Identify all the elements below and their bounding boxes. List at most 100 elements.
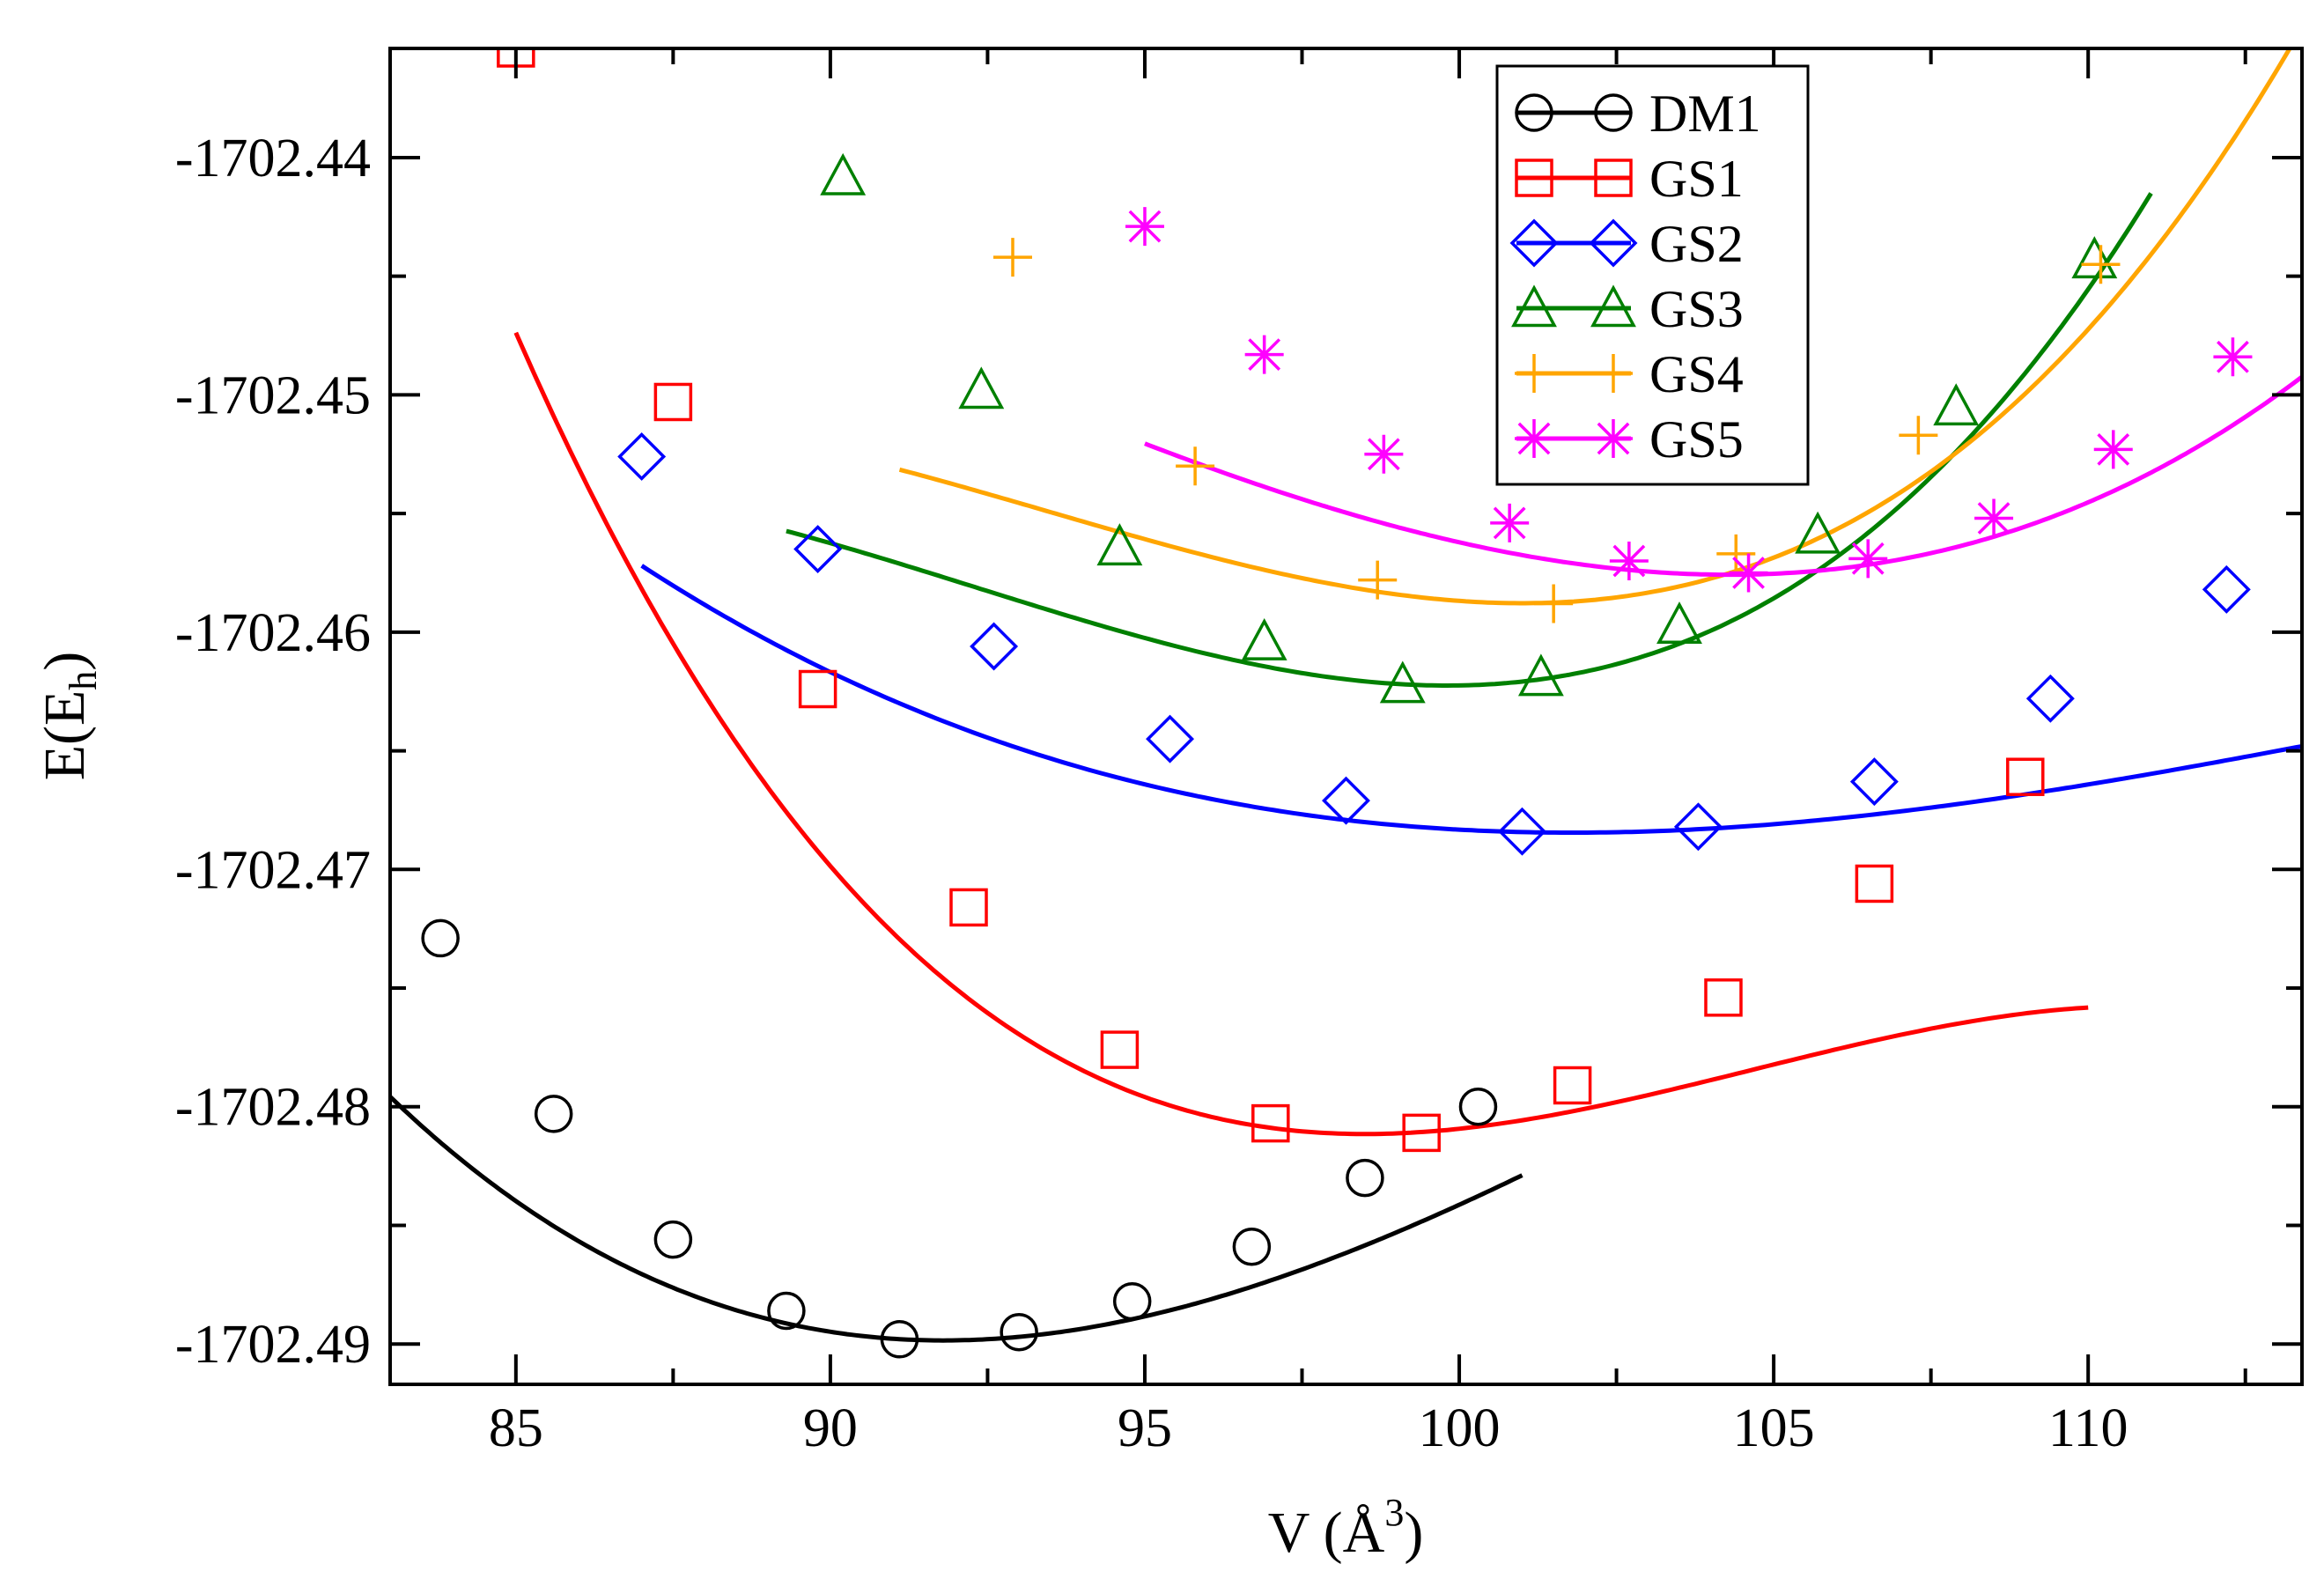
legend-marker-dm1 xyxy=(1515,93,1553,132)
point-gs2 xyxy=(2202,564,2251,614)
point-gs1 xyxy=(1251,1103,1290,1143)
point-gs5 xyxy=(2213,337,2253,377)
legend-marker-gs4 xyxy=(1515,354,1553,393)
legend-marker-gs4 xyxy=(1594,354,1633,393)
x-tick-label: 90 xyxy=(803,1398,858,1458)
y-tick-label: -1702.47 xyxy=(175,840,371,900)
y-tick-label: -1702.44 xyxy=(175,129,371,188)
point-gs5 xyxy=(1490,503,1530,542)
point-gs2 xyxy=(617,432,667,481)
point-gs2 xyxy=(2025,674,2075,723)
fit-curve-gs4 xyxy=(898,48,2293,606)
point-gs2 xyxy=(1322,776,1370,825)
point-gs5 xyxy=(1244,335,1284,374)
point-gs4 xyxy=(1899,416,1938,455)
point-gs1 xyxy=(1553,1066,1592,1105)
y-axis-label: E(Eh) xyxy=(33,652,105,781)
x-axis-label: V (Å3) xyxy=(1268,1491,1424,1565)
point-gs5 xyxy=(1729,553,1768,593)
x-tick-label: 110 xyxy=(2048,1398,2128,1458)
legend-label-gs4: GS4 xyxy=(1649,345,1744,403)
point-gs2 xyxy=(970,622,1019,671)
fit-curve-dm1 xyxy=(390,1095,1524,1343)
legend: DM1 GS1 GS2 GS3 GS4 GS5 xyxy=(1495,64,1810,486)
point-gs1 xyxy=(1100,1030,1140,1069)
fit-curve-gs2 xyxy=(640,564,2302,835)
point-gs3 xyxy=(2071,236,2118,279)
y-tick-label: -1702.49 xyxy=(175,1315,371,1375)
point-gs3 xyxy=(1096,523,1143,566)
legend-label-gs2: GS2 xyxy=(1649,215,1744,273)
point-gs3 xyxy=(1379,660,1426,704)
fit-curve-gs5 xyxy=(1144,374,2302,578)
point-dm1 xyxy=(880,1320,919,1359)
point-gs2 xyxy=(1673,802,1723,852)
point-dm1 xyxy=(767,1291,806,1331)
point-dm1 xyxy=(1458,1087,1498,1126)
fit-curve-gs1 xyxy=(513,331,2089,1137)
point-gs3 xyxy=(958,366,1005,409)
point-gs3 xyxy=(1933,383,1980,426)
point-dm1 xyxy=(534,1095,573,1133)
legend-marker-gs1 xyxy=(1594,159,1633,197)
legend-label-gs5: GS5 xyxy=(1649,410,1744,468)
point-dm1 xyxy=(1112,1281,1152,1321)
fit-curve-gs3 xyxy=(786,192,2153,688)
point-gs4 xyxy=(993,238,1032,277)
point-dm1 xyxy=(421,918,460,958)
legend-marker-gs2 xyxy=(1509,218,1559,268)
y-tick-label: -1702.48 xyxy=(175,1078,371,1138)
point-gs3 xyxy=(1795,511,1841,554)
point-gs2 xyxy=(1849,757,1899,807)
point-dm1 xyxy=(653,1220,693,1259)
point-gs4 xyxy=(1534,584,1574,623)
point-gs1 xyxy=(1402,1113,1441,1153)
legend-label-gs1: GS1 xyxy=(1649,150,1744,208)
point-gs5 xyxy=(1609,542,1649,581)
legend-marker-dm1 xyxy=(1594,93,1633,132)
x-tick-label: 95 xyxy=(1118,1398,1172,1458)
point-gs5 xyxy=(2093,430,2133,469)
legend-marker-gs2 xyxy=(1589,218,1638,268)
legend-marker-gs3 xyxy=(1511,284,1557,328)
x-tick-label: 100 xyxy=(1419,1398,1501,1458)
point-gs2 xyxy=(1497,807,1546,856)
legend-marker-gs3 xyxy=(1590,284,1636,328)
x-tick-label: 85 xyxy=(489,1398,543,1458)
point-gs3 xyxy=(820,152,867,195)
legend-marker-gs1 xyxy=(1515,159,1553,197)
point-gs1 xyxy=(653,382,693,422)
point-gs3 xyxy=(1241,617,1287,660)
point-gs2 xyxy=(1146,714,1195,763)
point-dm1 xyxy=(1232,1227,1272,1266)
point-gs5 xyxy=(1848,539,1888,579)
point-gs4 xyxy=(2081,245,2121,284)
point-gs5 xyxy=(1125,207,1164,247)
point-gs4 xyxy=(1176,446,1215,486)
point-gs1 xyxy=(1855,864,1894,904)
data-markers xyxy=(421,48,2253,1359)
point-gs1 xyxy=(2006,757,2045,796)
point-gs4 xyxy=(1358,560,1398,600)
point-gs5 xyxy=(1974,498,2014,538)
legend-box xyxy=(1495,64,1810,486)
point-dm1 xyxy=(1000,1312,1038,1352)
x-tick-label: 105 xyxy=(1733,1398,1815,1458)
legend-label-gs3: GS3 xyxy=(1649,280,1744,338)
axis-ticks: 85 90 95 100 105 110 -1702.49 -1702.48 -1702.47 -… xyxy=(175,48,2302,1458)
legend-marker-gs5 xyxy=(1594,419,1633,458)
point-gs1 xyxy=(798,669,837,709)
point-gs3 xyxy=(1656,601,1702,645)
point-gs5 xyxy=(1364,434,1404,474)
y-tick-label: -1702.46 xyxy=(175,603,371,663)
point-gs1 xyxy=(949,888,988,927)
y-tick-label: -1702.45 xyxy=(175,365,371,425)
plot-frame xyxy=(388,47,2304,1386)
fit-curves xyxy=(390,48,2302,1343)
legend-marker-gs5 xyxy=(1515,419,1553,458)
point-dm1 xyxy=(1346,1158,1384,1198)
point-gs3 xyxy=(1517,653,1564,697)
legend-label-dm1: DM1 xyxy=(1649,85,1761,143)
